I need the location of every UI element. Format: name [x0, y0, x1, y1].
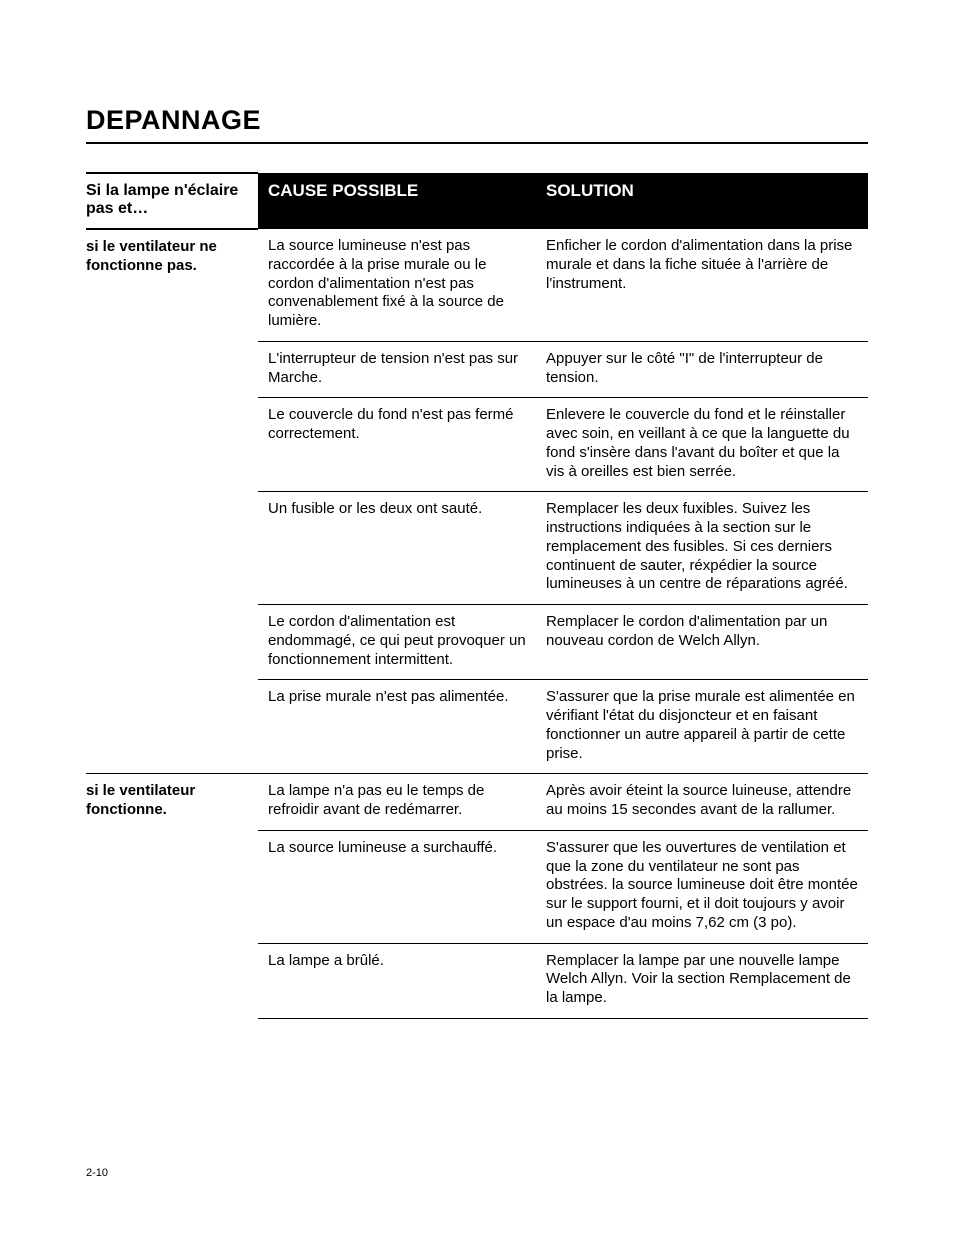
section-title: DEPANNAGE: [86, 105, 868, 136]
cause-cell: La lampe n'a pas eu le temps de refroidi…: [258, 774, 536, 831]
table-body: si le ventilateur ne fonctionne pas.La s…: [86, 229, 868, 1018]
solution-cell: S'assurer que les ouvertures de ventilat…: [536, 830, 868, 943]
page-number: 2-10: [86, 1167, 108, 1179]
table-row: si le ventilateur ne fonctionne pas.La s…: [86, 229, 868, 341]
cause-cell: L'interrupteur de tension n'est pas sur …: [258, 341, 536, 398]
solution-cell: Appuyer sur le côté "I" de l'interrupteu…: [536, 341, 868, 398]
table-row: si le ventilateur fonctionne.La lampe n'…: [86, 774, 868, 831]
solution-cell: Enficher le cordon d'alimentation dans l…: [536, 229, 868, 341]
cause-cell: Le cordon d'alimentation est endommagé, …: [258, 605, 536, 680]
solution-cell: S'assurer que la prise murale est alimen…: [536, 680, 868, 774]
cause-cell: La prise murale n'est pas alimentée.: [258, 680, 536, 774]
header-solution: SOLUTION: [536, 173, 868, 229]
table-header: Si la lampe n'éclaire pas et… CAUSE POSS…: [86, 173, 868, 229]
troubleshooting-table: Si la lampe n'éclaire pas et… CAUSE POSS…: [86, 172, 868, 1019]
solution-cell: Remplacer le cordon d'alimentation par u…: [536, 605, 868, 680]
solution-cell: Après avoir éteint la source luineuse, a…: [536, 774, 868, 831]
cause-cell: Le couvercle du fond n'est pas fermé cor…: [258, 398, 536, 492]
document-page: DEPANNAGE Si la lampe n'éclaire pas et… …: [0, 0, 954, 1235]
solution-cell: Remplacer la lampe par une nouvelle lamp…: [536, 943, 868, 1018]
cause-cell: La source lumineuse n'est pas raccordée …: [258, 229, 536, 341]
cause-cell: La lampe a brûlé.: [258, 943, 536, 1018]
header-cause: CAUSE POSSIBLE: [258, 173, 536, 229]
solution-cell: Remplacer les deux fuxibles. Suivez les …: [536, 492, 868, 605]
subcondition-cell: si le ventilateur ne fonctionne pas.: [86, 229, 258, 774]
header-condition: Si la lampe n'éclaire pas et…: [86, 173, 258, 229]
cause-cell: Un fusible or les deux ont sauté.: [258, 492, 536, 605]
cause-cell: La source lumineuse a surchauffé.: [258, 830, 536, 943]
title-rule: [86, 142, 868, 144]
subcondition-cell: si le ventilateur fonctionne.: [86, 774, 258, 1019]
solution-cell: Enlevere le couvercle du fond et le réin…: [536, 398, 868, 492]
